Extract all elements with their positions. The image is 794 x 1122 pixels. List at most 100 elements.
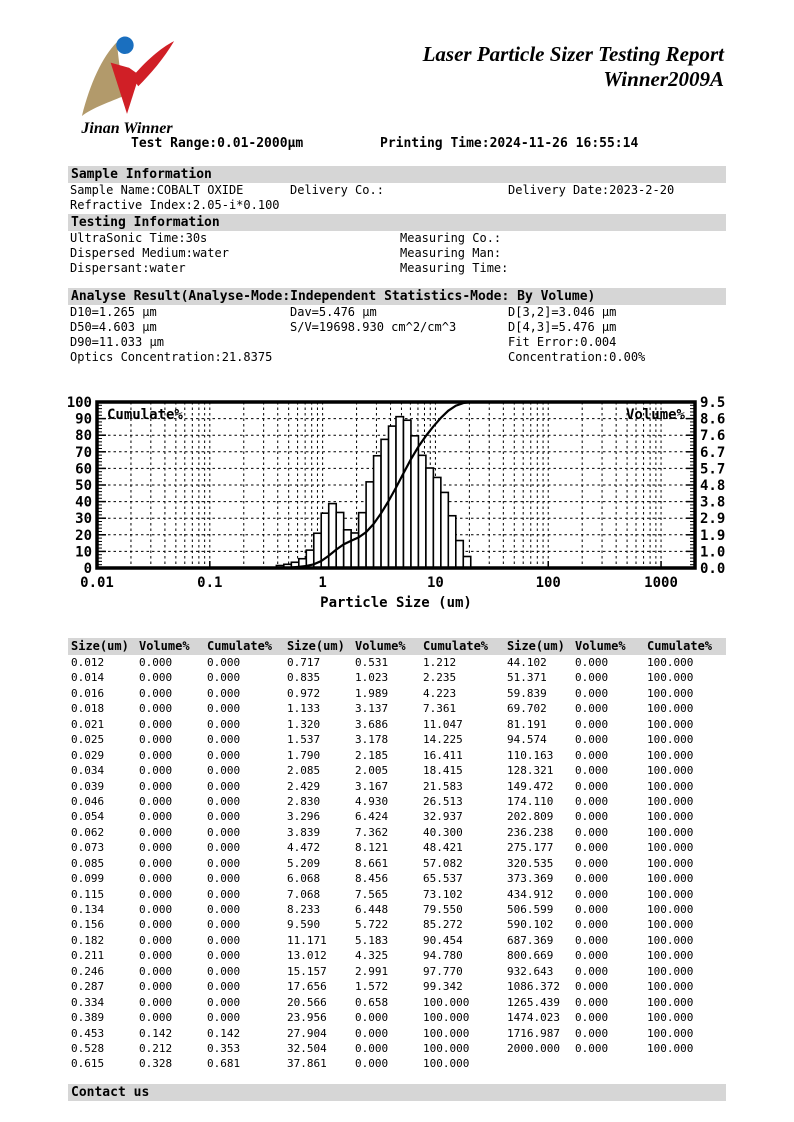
- table-cell: 0.014: [71, 671, 105, 685]
- table-cell: 0.000: [575, 702, 609, 716]
- table-cell: 3.137: [355, 702, 389, 716]
- table-cell: 0.000: [575, 748, 609, 762]
- x-axis-tick-label: 100: [536, 575, 561, 591]
- testing-information-section: Testing Information UltraSonic Time:30s …: [68, 214, 726, 276]
- delivery-date: Delivery Date:2023-2-20: [508, 183, 675, 197]
- table-cell: 0.182: [71, 933, 105, 947]
- table-header-cell: Cumulate%: [423, 639, 489, 653]
- table-cell: 0.000: [575, 671, 609, 685]
- report-title: Laser Particle Sizer Testing Report Winn…: [423, 42, 724, 92]
- distribution-table-header: Size(um) Volume% Cumulate% Size(um) Volume% C…: [68, 638, 726, 655]
- table-row: 0.134 0.000 0.000 8.233 6.448 79.550 506.599 0.…: [68, 902, 726, 917]
- table-cell: 0.000: [575, 733, 609, 747]
- table-cell: 8.661: [355, 856, 389, 870]
- table-cell: 0.000: [207, 1011, 241, 1025]
- dispersant: Dispersant:water: [70, 261, 186, 275]
- table-row: 0.156 0.000 0.000 9.590 5.722 85.272 590.102 0.…: [68, 917, 726, 932]
- table-cell: 128.321: [507, 764, 554, 778]
- table-cell: 0.000: [575, 887, 609, 901]
- table-cell: 0.000: [139, 764, 173, 778]
- table-row: 0.039 0.000 0.000 2.429 3.167 21.583 149.472 0.…: [68, 779, 726, 794]
- measuring-co: Measuring Co.:: [400, 231, 502, 245]
- table-cell: 506.599: [507, 903, 554, 916]
- table-row: 0.115 0.000 0.000 7.068 7.565 73.102 434.912 0.…: [68, 887, 726, 902]
- table-cell: 0.016: [71, 686, 105, 700]
- table-row: 0.062 0.000 0.000 3.839 7.362 40.300 236.238 0.…: [68, 825, 726, 840]
- table-cell: 0.029: [71, 748, 105, 762]
- table-cell: 1.989: [355, 686, 389, 700]
- table-cell: 0.000: [575, 717, 609, 731]
- table-cell: [504, 1056, 572, 1071]
- table-cell: [572, 1056, 644, 1071]
- table-cell: 0.000: [207, 764, 241, 778]
- table-cell: 0.000: [355, 1057, 389, 1071]
- table-cell: 79.550: [423, 903, 463, 916]
- table-cell: 57.082: [423, 856, 463, 870]
- histogram-bar: [417, 454, 427, 569]
- cumulate-axis-label: Cumulate%: [107, 407, 183, 423]
- volume-axis-label: Volume%: [626, 407, 686, 423]
- table-cell: 100.000: [647, 686, 694, 700]
- histogram-bar: [454, 539, 465, 569]
- table-cell: 0.000: [139, 887, 173, 901]
- table-cell: 0.000: [355, 1041, 389, 1055]
- table-cell: 100.000: [647, 856, 694, 870]
- table-header-cell: Volume%: [355, 639, 406, 653]
- table-cell: 100.000: [647, 872, 694, 886]
- table-cell: 0.000: [207, 856, 241, 870]
- table-cell: 4.930: [355, 794, 389, 808]
- optics-concentration: Optics Concentration:21.8375: [70, 350, 273, 364]
- table-cell: 8.121: [355, 841, 389, 855]
- table-cell: 0.054: [71, 810, 105, 824]
- table-cell: 8.233: [287, 903, 321, 916]
- table-header-cell: Size(um): [507, 639, 565, 653]
- table-row: 0.046 0.000 0.000 2.830 4.930 26.513 174.110 0.…: [68, 794, 726, 809]
- table-cell: 17.656: [287, 980, 327, 994]
- table-cell: 21.583: [423, 779, 463, 793]
- table-cell: 100.000: [423, 1011, 470, 1025]
- table-cell: 100.000: [647, 1041, 694, 1055]
- table-row: 0.615 0.328 0.681 37.861 0.000 100.000: [68, 1056, 726, 1071]
- table-cell: 0.000: [575, 656, 609, 669]
- table-row: 0.211 0.000 0.000 13.012 4.325 94.780 800.669 0…: [68, 948, 726, 963]
- table-cell: 0.000: [207, 918, 241, 932]
- x-axis-tick-label: 0.1: [197, 575, 222, 591]
- table-cell: 0.000: [207, 903, 241, 916]
- table-cell: 6.068: [287, 872, 321, 886]
- d50-value: D50=4.603 μm: [70, 320, 157, 334]
- table-row: 0.073 0.000 0.000 4.472 8.121 48.421 275.177 0.…: [68, 840, 726, 855]
- table-cell: 100.000: [647, 918, 694, 932]
- table-row: 0.012 0.000 0.000 0.717 0.531 1.212 44.102 0.00…: [68, 655, 726, 670]
- table-cell: 1086.372: [507, 980, 560, 994]
- table-cell: 0.000: [207, 717, 241, 731]
- left-axis-tick-label: 60: [75, 461, 92, 477]
- right-axis-tick-label: 4.8: [700, 478, 725, 494]
- table-cell: 0.000: [139, 856, 173, 870]
- table-cell: 20.566: [287, 995, 327, 1009]
- measuring-time: Measuring Time:: [400, 261, 509, 275]
- table-cell: 100.000: [647, 903, 694, 916]
- table-cell: 800.669: [507, 949, 554, 963]
- table-cell: 100.000: [647, 995, 694, 1009]
- table-header-cell: Volume%: [575, 639, 626, 653]
- table-cell: 0.000: [139, 779, 173, 793]
- right-axis-tick-label: 0.0: [700, 561, 725, 577]
- table-cell: 0.000: [207, 887, 241, 901]
- table-cell: 2.429: [287, 779, 321, 793]
- table-cell: 1.572: [355, 980, 389, 994]
- table-cell: 0.000: [139, 995, 173, 1009]
- right-axis-tick-label: 1.0: [700, 544, 725, 560]
- table-cell: 0.972: [287, 686, 321, 700]
- table-cell: 0.046: [71, 794, 105, 808]
- table-cell: 1.790: [287, 748, 321, 762]
- table-cell: 0.000: [207, 825, 241, 839]
- contact-section: Contact us: [68, 1084, 726, 1101]
- table-row: 0.029 0.000 0.000 1.790 2.185 16.411 110.163 0.…: [68, 748, 726, 763]
- table-cell: 0.034: [71, 764, 105, 778]
- table-cell: 0.012: [71, 656, 105, 669]
- table-row: 0.034 0.000 0.000 2.085 2.005 18.415 128.321 0.…: [68, 763, 726, 778]
- x-axis-title: Particle Size (um): [320, 595, 472, 611]
- x-axis-tick-label: 0.01: [80, 575, 114, 591]
- table-cell: 4.325: [355, 949, 389, 963]
